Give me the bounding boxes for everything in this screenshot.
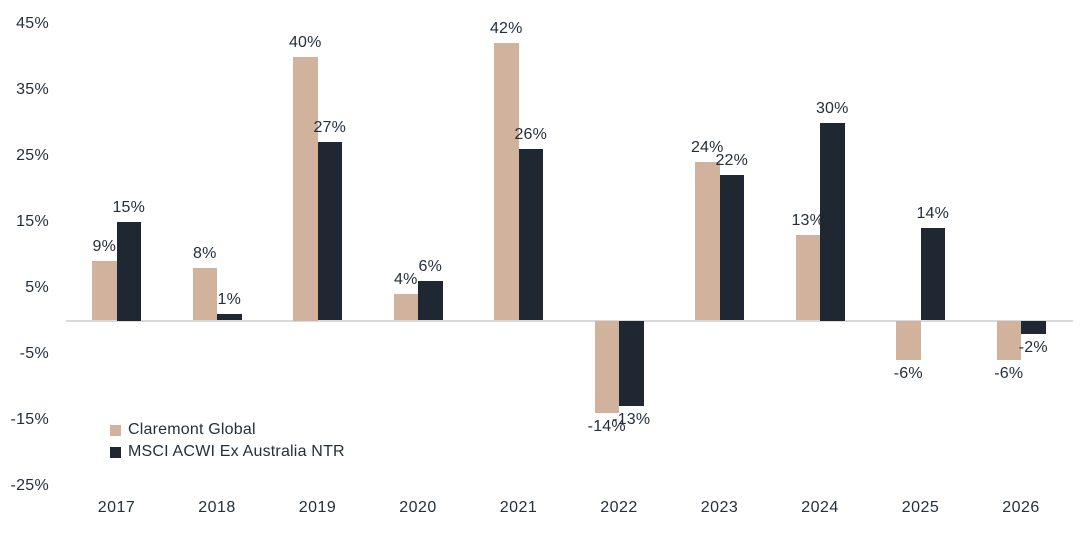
x-axis-label-2026: 2026	[1002, 499, 1040, 516]
value-label-msci-acwi-ex-australia-ntr-2026: -2%	[1018, 338, 1048, 356]
bar-msci-acwi-ex-australia-ntr-2020	[418, 280, 443, 321]
value-label-msci-acwi-ex-australia-ntr-2023: 22%	[715, 152, 749, 170]
value-label-msci-acwi-ex-australia-ntr-2022: -13%	[612, 411, 651, 429]
value-label-claremont-global-2019: 40%	[288, 33, 322, 51]
bar-msci-acwi-ex-australia-ntr-2018	[217, 313, 242, 321]
zero-axis-line	[66, 320, 1073, 322]
x-axis-label-2023: 2023	[700, 499, 739, 516]
bar-claremont-global-2018	[192, 267, 217, 321]
value-label-msci-acwi-ex-australia-ntr-2018: 1%	[217, 290, 242, 308]
legend-label-claremont-global: Claremont Global	[128, 421, 256, 438]
y-axis-tick-label: 25%	[16, 146, 49, 164]
bar-msci-acwi-ex-australia-ntr-2021	[518, 148, 543, 321]
value-label-msci-acwi-ex-australia-ntr-2021: 26%	[514, 125, 548, 143]
value-label-msci-acwi-ex-australia-ntr-2025: 14%	[916, 205, 950, 223]
bar-msci-acwi-ex-australia-ntr-2019	[317, 142, 342, 321]
value-label-claremont-global-2026: -6%	[994, 365, 1024, 383]
value-label-msci-acwi-ex-australia-ntr-2017: 15%	[112, 198, 146, 216]
bar-msci-acwi-ex-australia-ntr-2026	[1021, 320, 1046, 334]
x-axis-label-2022: 2022	[600, 499, 638, 516]
value-label-claremont-global-2024: 13%	[791, 211, 825, 229]
legend-label-msci-acwi-ex-australia-ntr: MSCI ACWI Ex Australia NTR	[128, 443, 345, 460]
legend-swatch-msci-acwi-ex-australia-ntr	[110, 446, 121, 458]
y-axis-tick-label: 5%	[25, 278, 49, 296]
bar-claremont-global-2025	[896, 320, 921, 361]
value-label-msci-acwi-ex-australia-ntr-2024: 30%	[815, 99, 849, 117]
bar-msci-acwi-ex-australia-ntr-2017	[116, 221, 141, 321]
y-axis-tick-label: 35%	[16, 80, 49, 98]
y-axis-tick-label: -15%	[10, 410, 49, 428]
bar-claremont-global-2024	[795, 234, 820, 321]
chart-legend: Claremont Global MSCI ACWI Ex Australia …	[110, 419, 345, 463]
y-axis-tick-label: 15%	[16, 212, 49, 230]
value-label-claremont-global-2021: 42%	[489, 20, 523, 38]
bar-claremont-global-2021	[494, 43, 519, 321]
value-label-msci-acwi-ex-australia-ntr-2019: 27%	[313, 119, 347, 137]
legend-item-claremont-global: Claremont Global	[110, 419, 345, 441]
value-label-claremont-global-2020: 4%	[393, 271, 418, 289]
y-axis-tick-label: 45%	[16, 14, 49, 32]
bar-msci-acwi-ex-australia-ntr-2025	[920, 228, 945, 321]
bar-claremont-global-2017	[92, 261, 117, 321]
value-label-claremont-global-2025: -6%	[893, 365, 923, 383]
value-label-claremont-global-2023: 24%	[690, 139, 724, 157]
value-label-claremont-global-2018: 8%	[192, 244, 217, 262]
x-axis-label-2018: 2018	[198, 499, 236, 516]
bar-claremont-global-2022	[594, 320, 619, 413]
y-axis-tick-label: -25%	[10, 476, 49, 494]
bar-claremont-global-2020	[393, 294, 418, 321]
value-label-msci-acwi-ex-australia-ntr-2020: 6%	[418, 257, 443, 275]
x-axis-label-2019: 2019	[298, 499, 337, 516]
bar-msci-acwi-ex-australia-ntr-2022	[619, 320, 644, 407]
bar-claremont-global-2019	[293, 56, 318, 321]
legend-item-msci-acwi-ex-australia-ntr: MSCI ACWI Ex Australia NTR	[110, 441, 345, 463]
legend-swatch-claremont-global	[110, 424, 121, 436]
x-axis-label-2021: 2021	[499, 499, 538, 516]
x-axis-label-2024: 2024	[801, 499, 839, 516]
value-label-claremont-global-2022: -14%	[587, 417, 626, 435]
y-axis-tick-label: -5%	[19, 344, 49, 362]
bar-msci-acwi-ex-australia-ntr-2023	[719, 175, 744, 321]
x-axis-label-2025: 2025	[901, 499, 940, 516]
x-axis-label-2020: 2020	[399, 499, 437, 516]
bar-claremont-global-2026	[996, 320, 1021, 361]
bar-msci-acwi-ex-australia-ntr-2024	[820, 122, 845, 321]
bar-claremont-global-2023	[695, 162, 720, 321]
value-label-claremont-global-2017: 9%	[92, 238, 117, 256]
x-axis-label-2017: 2017	[97, 499, 136, 516]
